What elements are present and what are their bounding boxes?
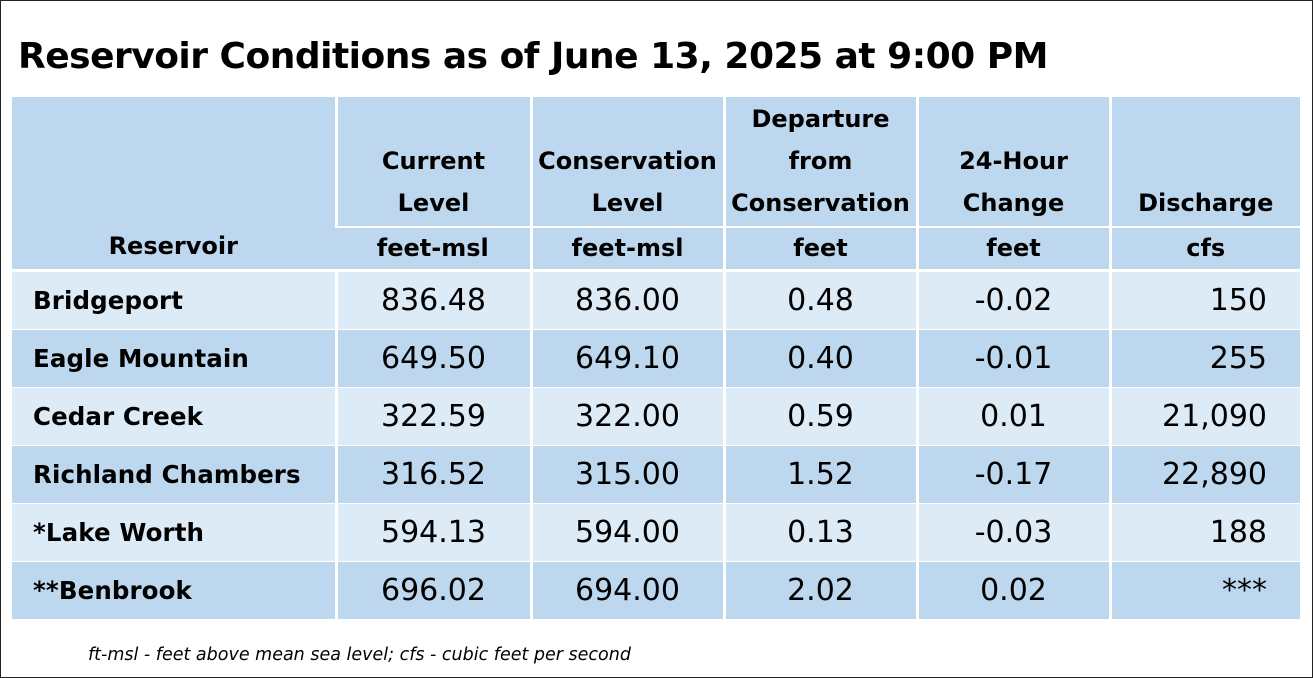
table-row: *Lake Worth 594.13 594.00 0.13 -0.03 188 [12,503,1300,562]
cell-conservation-level: 649.10 [529,329,724,388]
cell-conservation-level: 694.00 [529,561,724,619]
table-header: Reservoir Current Level Conservation Level… [12,97,1300,271]
cell-24hour-change: 0.02 [915,561,1110,619]
cell-current-level: 649.50 [334,329,531,388]
cell-reservoir: Eagle Mountain [12,329,336,388]
unit-conservation-level: feet-msl [529,226,724,271]
header-line: from [788,147,853,175]
header-discharge: Discharge [1108,97,1300,227]
cell-24hour-change: 0.01 [915,387,1110,446]
cell-conservation-level: 322.00 [529,387,724,446]
footnote: ft-msl - feet above mean sea level; cfs … [88,645,631,665]
table-row: Cedar Creek 322.59 322.00 0.59 0.01 21,0… [12,387,1300,446]
unit-discharge: cfs [1108,226,1300,271]
header-line: 24-Hour [959,147,1068,175]
header-24hour-change: 24-Hour Change [915,97,1110,227]
header-line: Level [397,189,470,217]
cell-24hour-change: -0.03 [915,503,1110,562]
header-line: Conservation [731,189,910,217]
table-row: Eagle Mountain 649.50 649.10 0.40 -0.01 … [12,329,1300,388]
cell-departure: 0.40 [722,329,917,388]
cell-departure: 0.59 [722,387,917,446]
header-line: Level [591,189,664,217]
cell-current-level: 316.52 [334,445,531,504]
header-line: Change [962,189,1065,217]
cell-current-level: 696.02 [334,561,531,619]
table-row: **Benbrook 696.02 694.00 2.02 0.02 *** [12,561,1300,619]
cell-discharge: 22,890 [1108,445,1300,504]
cell-reservoir: *Lake Worth [12,503,336,562]
cell-departure: 2.02 [722,561,917,619]
cell-24hour-change: -0.17 [915,445,1110,504]
cell-discharge: 188 [1108,503,1300,562]
cell-conservation-level: 836.00 [529,270,724,330]
table-row: Bridgeport 836.48 836.00 0.48 -0.02 150 [12,270,1300,330]
header-line: Conservation [538,147,717,175]
table-body: Bridgeport 836.48 836.00 0.48 -0.02 150 … [12,270,1300,619]
header-line: Departure [751,105,890,133]
cell-reservoir: Cedar Creek [12,387,336,446]
cell-discharge: *** [1108,561,1300,619]
cell-current-level: 322.59 [334,387,531,446]
cell-current-level: 836.48 [334,270,531,330]
reservoir-table: Reservoir Current Level Conservation Level… [12,97,1300,619]
cell-24hour-change: -0.02 [915,270,1110,330]
header-conservation-level: Conservation Level [529,97,724,227]
unit-24hour-change: feet [915,226,1110,271]
cell-departure: 0.13 [722,503,917,562]
unit-departure: feet [722,226,917,271]
page-title: Reservoir Conditions as of June 13, 2025… [18,36,1048,77]
cell-conservation-level: 315.00 [529,445,724,504]
header-departure: Departure from Conservation [722,97,917,227]
unit-current-level: feet-msl [336,226,531,271]
header-reservoir: Reservoir [12,97,336,271]
header-line: Discharge [1138,189,1274,217]
cell-24hour-change: -0.01 [915,329,1110,388]
cell-departure: 0.48 [722,270,917,330]
cell-conservation-level: 594.00 [529,503,724,562]
cell-reservoir: Bridgeport [12,270,336,330]
cell-discharge: 255 [1108,329,1300,388]
cell-discharge: 150 [1108,270,1300,330]
header-line: Current [381,147,486,175]
table-row: Richland Chambers 316.52 315.00 1.52 -0.… [12,445,1300,504]
header-current-level: Current Level [334,97,531,227]
cell-departure: 1.52 [722,445,917,504]
cell-reservoir: **Benbrook [12,561,336,619]
cell-discharge: 21,090 [1108,387,1300,446]
cell-current-level: 594.13 [334,503,531,562]
cell-reservoir: Richland Chambers [12,445,336,504]
